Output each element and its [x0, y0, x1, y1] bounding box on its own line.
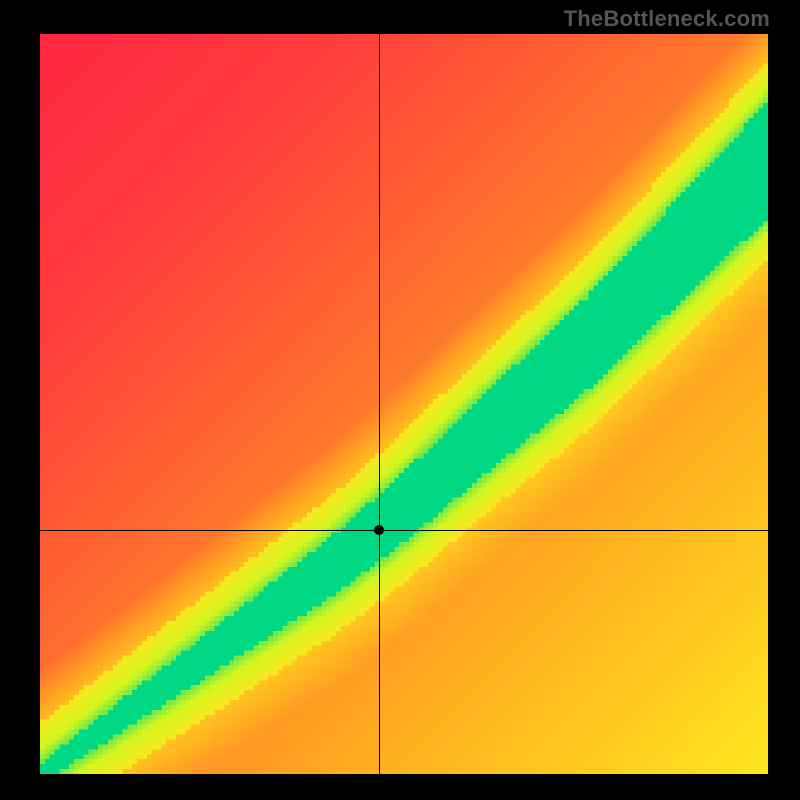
heatmap-canvas	[40, 34, 768, 774]
data-point-marker	[374, 525, 384, 535]
crosshair-horizontal	[40, 530, 768, 531]
plot-frame	[40, 34, 768, 774]
crosshair-vertical	[379, 34, 380, 774]
watermark-label: TheBottleneck.com	[564, 6, 770, 32]
chart-container: TheBottleneck.com	[0, 0, 800, 800]
